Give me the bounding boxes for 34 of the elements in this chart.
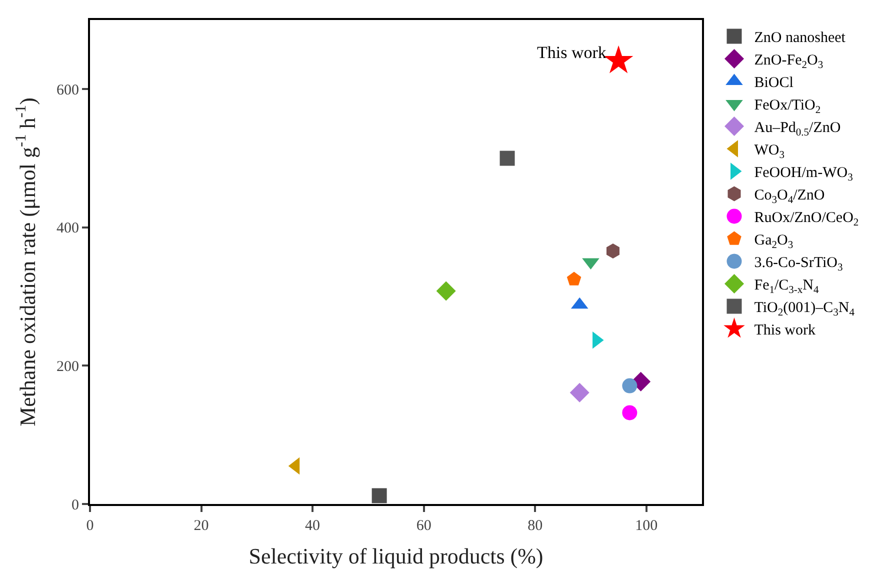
y-tick-label: 400 [56, 220, 79, 237]
point [436, 281, 456, 301]
legend-label: 3.6-Co-SrTiO$_{3}$ [754, 255, 843, 274]
point [622, 378, 638, 394]
legend-label: TiO$_{2}$(001)–C$_{3}$N$_{4}$ [754, 300, 856, 318]
y-tick-label: 0 [72, 497, 79, 514]
legend-label: Co$_{3}$O$_{4}$/ZnO [754, 188, 825, 206]
legend-label: This work [754, 322, 816, 339]
legend-label: ZnO-Fe$_{2}$O$_{3}$ [754, 52, 824, 71]
x-axis-title: Selectivity of liquid products (%) [248, 543, 544, 568]
x-tick-label: 100 [635, 518, 658, 534]
x-tick-label: 0 [86, 518, 94, 534]
legend-label: ZnO nanosheet [754, 30, 846, 46]
x-tick-label: 40 [305, 518, 320, 534]
point [372, 488, 387, 504]
y-tick-label: 200 [56, 358, 79, 375]
legend-label: FeOx/TiO$_{2}$ [754, 98, 821, 116]
x-tick-label: 60 [416, 518, 432, 534]
legend-label: RuOx/ZnO/CeO$_{2}$ [754, 210, 859, 228]
legend-label: FeOOH/m-WO$_{3}$ [754, 165, 853, 184]
legend-label: Fe$_{1}$/C$_{3-x}$N$_{4}$ [754, 278, 820, 296]
annotation: This work [537, 43, 607, 62]
point [606, 243, 620, 258]
legend-label: Ga$_{2}$O$_{3}$ [754, 232, 794, 251]
y-tick-label: 600 [56, 82, 79, 98]
point [566, 272, 582, 286]
point [622, 405, 638, 420]
legend-label: WO$_{3}$ [754, 142, 784, 161]
legend-label: Au–Pd$_{0.5}$/ZnO [754, 120, 841, 138]
x-tick-label: 20 [194, 518, 209, 534]
point [570, 382, 590, 402]
point [500, 150, 515, 166]
x-tick-label: 80 [528, 518, 543, 534]
legend-label: BiOCl [754, 75, 794, 92]
